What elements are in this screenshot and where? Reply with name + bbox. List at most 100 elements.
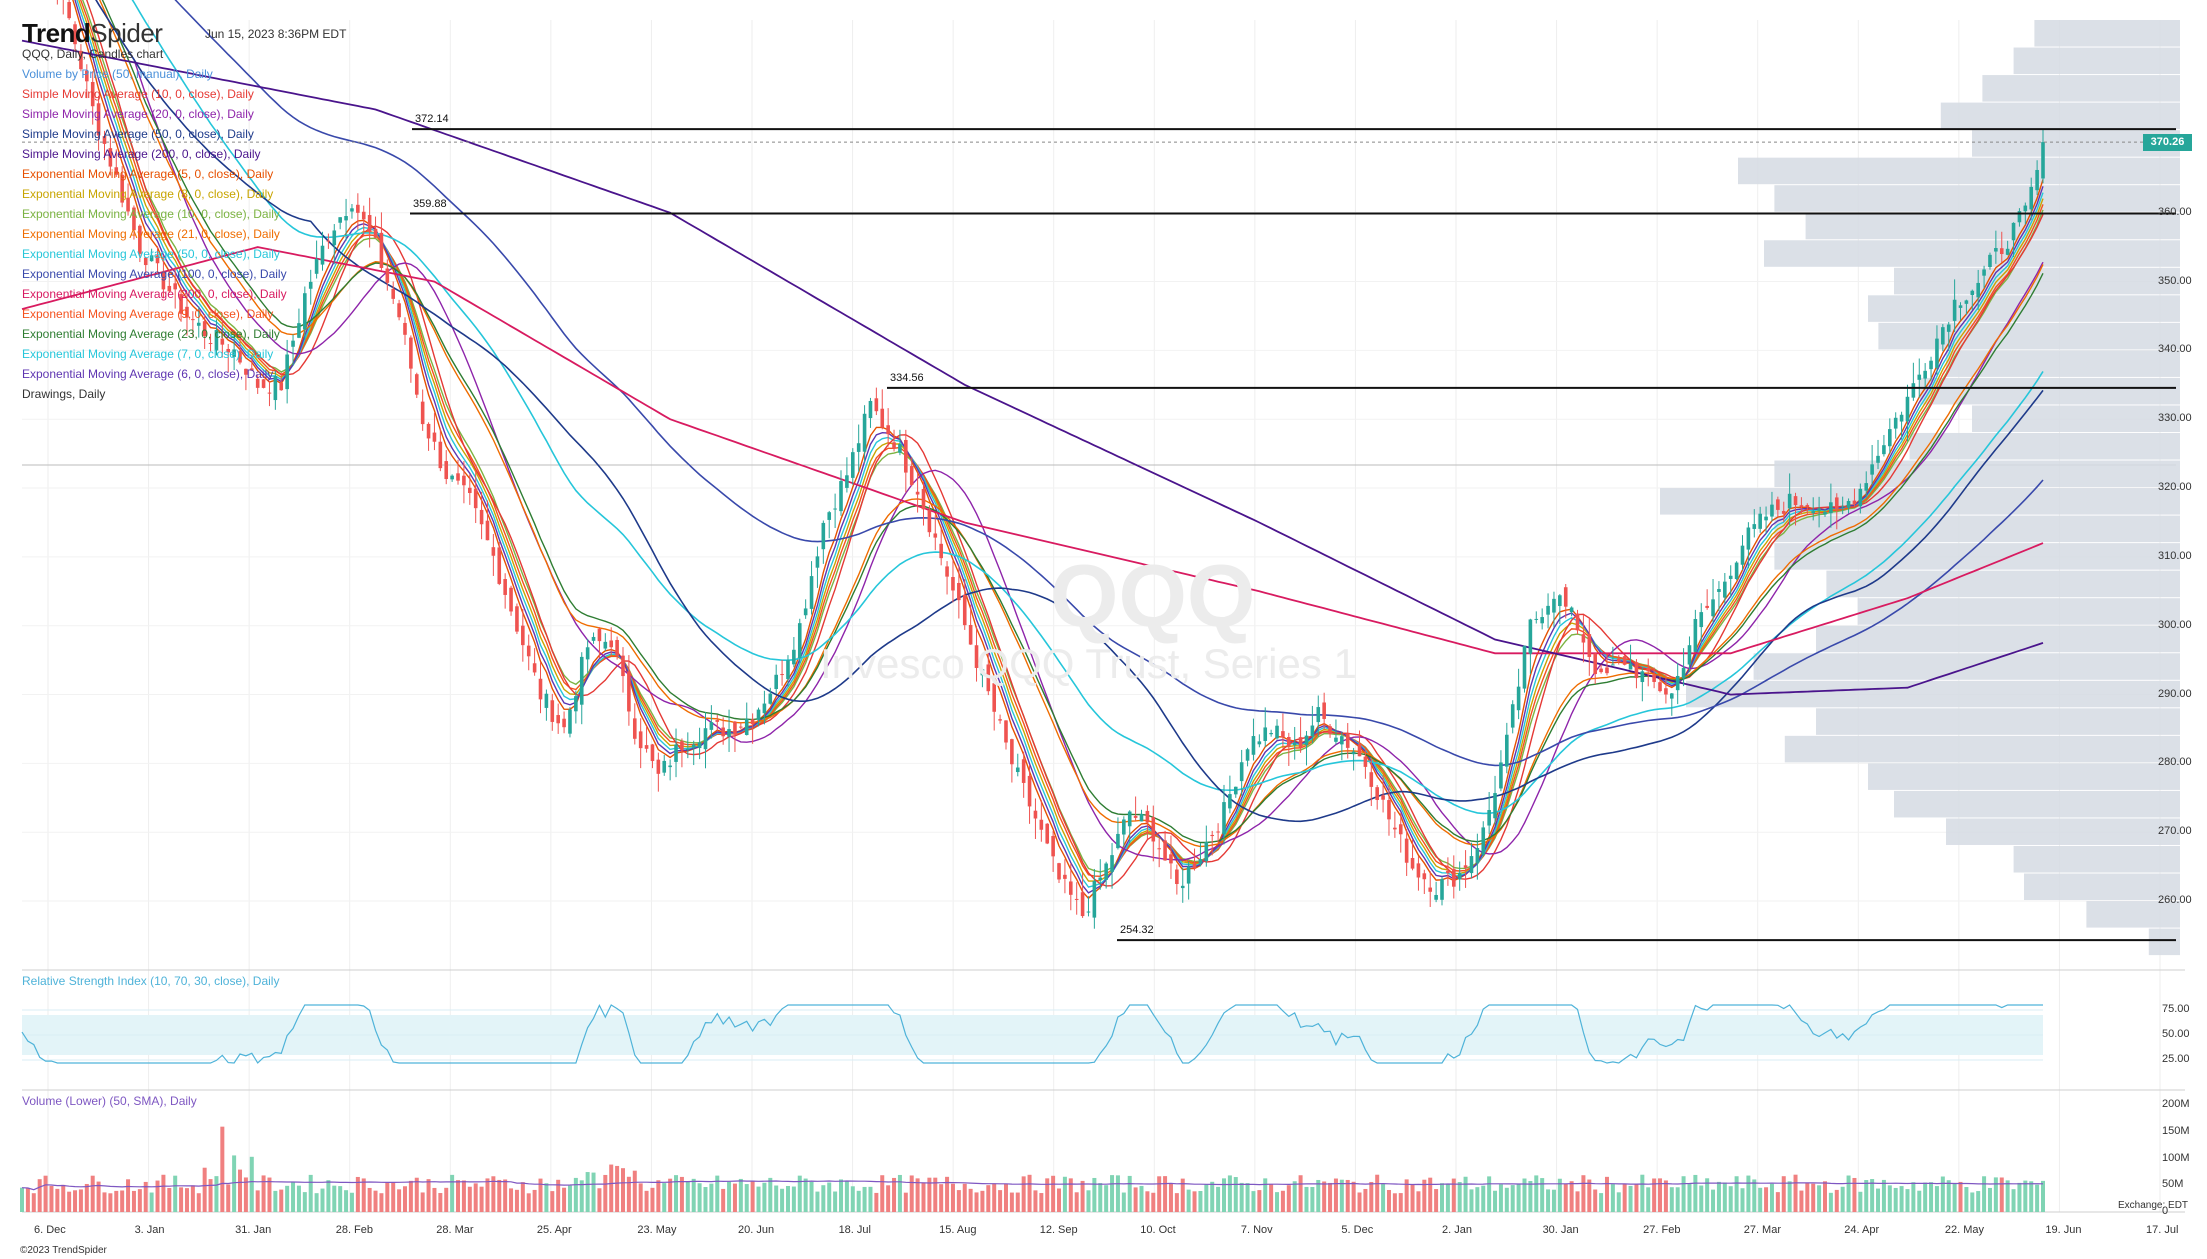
volume-bar [414, 1177, 419, 1212]
volume-bar [84, 1183, 89, 1212]
candle-body [214, 330, 219, 351]
volume-bar [703, 1187, 708, 1212]
candle-body [1292, 742, 1297, 746]
volume-bar [721, 1188, 726, 1212]
candle-body [1145, 810, 1150, 823]
volume-bar [90, 1175, 95, 1212]
legend-item[interactable]: Simple Moving Average (20, 0, close), Da… [22, 107, 254, 121]
legend-item[interactable]: Exponential Moving Average (6, 0, close)… [22, 367, 274, 381]
legend-items: Volume by Price (50, manual), Daily Simpl… [22, 64, 287, 404]
volume-bar [591, 1172, 596, 1212]
watermark-symbol: QQQ [1050, 546, 1256, 645]
volume-bar [179, 1187, 184, 1212]
volume-bar [173, 1175, 178, 1212]
legend-item[interactable]: Exponential Moving Average (8, 0, close)… [22, 187, 274, 201]
volume-bar [1227, 1175, 1232, 1212]
volume-bar [844, 1180, 849, 1212]
candle-body [1669, 693, 1674, 699]
legend-item[interactable]: Exponential Moving Average (5, 0, close)… [22, 167, 274, 181]
candle-body [1004, 720, 1008, 743]
candle-body [1316, 707, 1321, 723]
candle-body [868, 400, 873, 419]
volume-bar [1310, 1186, 1315, 1212]
volume-bar [1015, 1192, 1020, 1212]
volume-bar [1139, 1185, 1144, 1212]
volume-bar [2011, 1189, 2016, 1212]
candle-body [898, 444, 902, 453]
volume-bar [1451, 1178, 1456, 1212]
candle-body [1616, 658, 1621, 662]
candle-body [1946, 324, 1951, 332]
volume-bar [868, 1186, 873, 1212]
vbp-bar [1940, 102, 2180, 130]
candle-body [750, 719, 755, 725]
legend-item[interactable]: Exponential Moving Average (200, 0, clos… [22, 287, 287, 301]
candle-body [638, 731, 643, 749]
candle-body [462, 475, 466, 486]
volume-bar [998, 1190, 1003, 1212]
candle-body [1351, 751, 1356, 755]
vbp-bar [1753, 653, 2180, 680]
candle-body [138, 225, 142, 254]
volume-bar [668, 1178, 673, 1212]
vbp-bar [1894, 267, 2180, 295]
candle-body [473, 488, 478, 509]
legend-item[interactable]: Simple Moving Average (200, 0, close), D… [22, 147, 261, 161]
volume-bar [1716, 1181, 1721, 1212]
candle-body [1375, 787, 1379, 800]
volume-bar [1280, 1190, 1285, 1212]
volume-bar [1298, 1175, 1303, 1212]
price-tick-label: 270.00 [2158, 825, 2192, 838]
candle-body [1611, 664, 1615, 666]
candle-body [821, 522, 826, 550]
volume-bar [479, 1186, 484, 1212]
rsi-tick-label: 50.00 [2162, 1028, 2190, 1040]
volume-bar [1357, 1192, 1362, 1212]
legend-item[interactable]: Volume by Price (50, manual), Daily [22, 67, 213, 81]
volume-bar [232, 1155, 237, 1212]
candle-body [856, 443, 861, 452]
candle-body [1080, 892, 1085, 917]
candle-body [1074, 898, 1079, 900]
candle-body [450, 475, 454, 480]
volume-bar [1817, 1185, 1822, 1212]
volume-bar [750, 1180, 755, 1212]
volume-bar [1599, 1193, 1604, 1212]
volume-bar [1469, 1189, 1474, 1212]
volume-bar [1616, 1192, 1621, 1212]
volume-bar [520, 1182, 525, 1212]
volume-bar [1292, 1181, 1297, 1212]
vbp-bar [1805, 212, 2180, 240]
legend-item[interactable]: Exponential Moving Average (21, 0, close… [22, 227, 280, 241]
volume-bar [238, 1169, 243, 1212]
candle-body [939, 543, 943, 559]
ema-200-line [21, 246, 2044, 655]
volume-bar [1410, 1184, 1415, 1212]
legend-item[interactable]: Simple Moving Average (50, 0, close), Da… [22, 127, 254, 141]
volume-bar [1163, 1176, 1168, 1212]
volume-bar [1098, 1183, 1103, 1212]
volume-bar [1581, 1175, 1586, 1212]
legend-item[interactable]: Exponential Moving Average (7, 0, close)… [22, 347, 274, 361]
legend-item[interactable]: Simple Moving Average (10, 0, close), Da… [22, 87, 254, 101]
ema-100-line [174, 0, 2044, 767]
volume-bar [1522, 1178, 1527, 1212]
legend-item[interactable]: Exponential Moving Average (23, 0, close… [22, 327, 280, 341]
volume-bar [438, 1193, 443, 1212]
legend-item[interactable]: Exponential Moving Average (50, 0, close… [22, 247, 280, 261]
candle-body [1398, 824, 1403, 835]
volume-bar [774, 1185, 779, 1212]
legend-item[interactable]: Drawings, Daily [22, 387, 106, 401]
candle-body [886, 425, 890, 435]
legend-item[interactable]: Exponential Moving Average (100, 0, clos… [22, 267, 287, 281]
volume-bar [856, 1190, 861, 1212]
candle-body [238, 351, 242, 363]
volume-bar [780, 1188, 785, 1212]
x-tick-label: 2. Jan [1442, 1224, 1472, 1236]
legend-item[interactable]: Exponential Moving Average (10, 0, close… [22, 207, 280, 221]
volume-bar [220, 1126, 225, 1212]
legend-item[interactable]: Exponential Moving Average (9, 0, close)… [22, 307, 274, 321]
candle-body [744, 718, 749, 735]
candle-body [1764, 516, 1768, 521]
